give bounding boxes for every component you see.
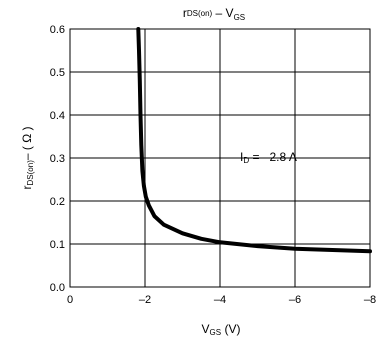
annotation-sub: D xyxy=(243,156,249,165)
x-tick-label: –4 xyxy=(214,294,226,306)
x-tick-label: 0 xyxy=(67,294,73,306)
x-tick-label: –8 xyxy=(364,294,376,306)
x-axis-label: VGS (V) xyxy=(202,322,241,337)
y-tick-label: 0.3 xyxy=(50,153,65,165)
rds-curve xyxy=(136,27,372,254)
xlabel-main: V xyxy=(202,322,210,336)
id-annotation: ID = –2.8 A xyxy=(240,150,297,165)
title-dash: – V xyxy=(212,6,233,20)
ylabel-main: r xyxy=(20,185,34,189)
annotation-rest: = –2.8 A xyxy=(249,150,297,164)
annotation-main: I xyxy=(240,150,243,164)
y-tick-label: 0.2 xyxy=(50,196,65,208)
xlabel-unit: (V) xyxy=(221,322,240,336)
xlabel-sub: GS xyxy=(210,328,222,337)
y-tick-label: 0.0 xyxy=(50,282,65,294)
title-main: r xyxy=(183,6,187,20)
x-tick-label: –6 xyxy=(289,294,301,306)
x-tick-labels: 0 –2 –4 –6 –8 xyxy=(67,294,376,306)
y-tick-label: 0.5 xyxy=(50,67,65,79)
title-sub2: GS xyxy=(234,13,246,22)
plot-frame xyxy=(69,28,371,288)
chart-title: rDS(on) – VGS xyxy=(183,6,245,22)
ylabel-sub: DS(on) xyxy=(26,160,35,186)
y-tick-label: 0.4 xyxy=(50,110,65,122)
ylabel-unit: – ( Ω ) xyxy=(20,127,34,161)
y-axis-label: rDS(on)– ( Ω ) xyxy=(20,127,35,190)
title-sub1: DS(on) xyxy=(187,9,213,18)
y-tick-labels: 0.0 0.1 0.2 0.3 0.4 0.5 0.6 xyxy=(50,24,65,294)
y-tick-label: 0.6 xyxy=(50,24,65,36)
x-tick-label: –2 xyxy=(139,294,151,306)
y-tick-label: 0.1 xyxy=(50,239,65,251)
